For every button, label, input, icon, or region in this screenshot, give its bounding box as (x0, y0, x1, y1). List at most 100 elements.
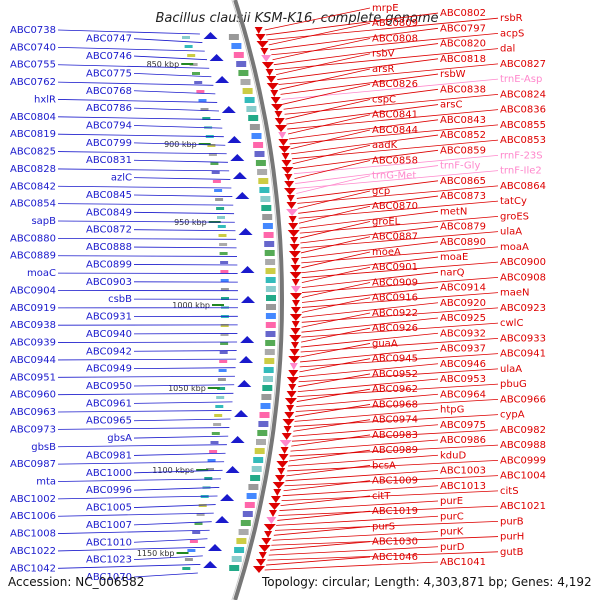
right-leader-line (301, 307, 499, 323)
feature-block (229, 565, 240, 571)
feature-block (264, 349, 275, 355)
feature-block-inner (220, 342, 229, 345)
feature-block-inner (213, 423, 222, 426)
backbone-highlight (231, 0, 280, 600)
feature-block (231, 43, 242, 49)
right-leader-line (288, 119, 439, 140)
feature-block (261, 205, 272, 211)
right-leader-line (296, 175, 371, 194)
forward-gene-arrow (266, 517, 277, 524)
left-gene-label: ABC0904 (10, 285, 56, 296)
forward-gene-arrow (253, 566, 265, 573)
right-leader-line (301, 322, 499, 338)
right-leader-line (279, 500, 439, 511)
left-leader-line (57, 116, 221, 120)
feature-block-inner (220, 261, 229, 264)
forward-gene-arrow (280, 447, 289, 454)
forward-gene-arrow (281, 153, 290, 160)
right-gene-label: ABC0855 (500, 120, 546, 131)
feature-block-inner (209, 450, 218, 453)
feature-block-inner (220, 279, 229, 282)
feature-block (233, 52, 244, 58)
right-gene-label: purH (500, 532, 524, 543)
right-leader-line (299, 353, 499, 368)
right-leader-line (281, 490, 499, 502)
right-gene-label: ABC0962 (372, 384, 418, 395)
feature-block (263, 376, 273, 382)
right-gene-label: maeN (500, 288, 530, 299)
reverse-gene-arrow (230, 436, 245, 443)
feature-block (240, 79, 251, 85)
left-gene-label: ABC1010 (86, 537, 132, 548)
reverse-gene-arrow (221, 106, 236, 113)
feature-block-inner (217, 216, 225, 219)
right-leader-line (298, 195, 439, 214)
right-leader-line (287, 459, 499, 472)
right-leader-line (276, 515, 439, 526)
right-gene-label: citT (372, 491, 391, 502)
feature-block (263, 367, 274, 373)
right-gene-label: gutB (500, 547, 524, 558)
right-gene-label: ABC1013 (440, 481, 486, 492)
forward-gene-arrow (281, 160, 292, 167)
forward-gene-arrow (269, 510, 277, 517)
feature-block (258, 421, 269, 427)
right-gene-label: guaA (372, 338, 398, 349)
feature-block (266, 304, 276, 310)
feature-block-inner (204, 477, 213, 480)
left-leader-line (57, 546, 206, 552)
forward-gene-arrow (281, 167, 294, 174)
right-leader-line (293, 419, 371, 432)
right-leader-line (295, 165, 439, 184)
right-gene-labels: mrpE ABC0802 rsbR ABC0809 ABC0797 acpS ABC0808… (372, 3, 546, 568)
right-gene-label: gcp (372, 186, 390, 197)
forward-gene-arrow (265, 69, 274, 76)
reverse-gene-arrow (240, 266, 255, 273)
left-gene-label: mta (36, 476, 56, 487)
feature-block-inner (217, 387, 226, 390)
right-gene-label: cspC (372, 94, 396, 105)
forward-gene-arrow (261, 62, 274, 69)
feature-block-inner (198, 99, 207, 102)
left-leader-line (57, 64, 210, 69)
right-leader-line (297, 383, 499, 398)
feature-block (238, 70, 249, 76)
right-gene-label: tatCy (500, 196, 527, 207)
feature-block (257, 169, 268, 175)
left-leader-line (133, 125, 223, 129)
backbone-arc (233, 0, 285, 600)
feature-block-inner (211, 171, 220, 174)
right-leader-line (264, 7, 371, 31)
left-leader-line (133, 401, 233, 404)
feature-block (263, 232, 274, 238)
right-leader-line (298, 373, 371, 388)
right-leader-line (301, 266, 371, 284)
forward-gene-arrow (282, 419, 295, 426)
reverse-gene-arrow (232, 172, 247, 179)
forward-gene-arrow (292, 300, 300, 307)
feature-block-inner (219, 360, 228, 363)
feature-block-inner (218, 369, 227, 372)
feature-block-inner (214, 414, 223, 417)
left-gene-label: ABC0960 (10, 390, 56, 401)
left-leader-line (57, 220, 235, 223)
right-gene-label: ABC0946 (440, 359, 486, 370)
feature-block-inner (192, 72, 200, 75)
feature-block (260, 196, 271, 202)
right-leader-line (286, 104, 439, 125)
forward-gene-arrow (279, 440, 292, 447)
feature-block (236, 538, 247, 544)
feature-block (265, 313, 276, 319)
feature-block-inner (196, 513, 205, 516)
right-leader-line (301, 287, 439, 303)
left-gene-label: ABC1002 (10, 494, 56, 505)
right-gene-label: ABC0925 (440, 313, 486, 324)
forward-gene-arrow (289, 335, 302, 342)
reverse-gene-arrow (215, 76, 230, 83)
right-leader-line (282, 485, 439, 497)
forward-gene-arrow (266, 76, 277, 83)
feature-block (259, 187, 270, 193)
forward-gene-arrow (255, 34, 266, 41)
gene-arrow-track (203, 27, 302, 573)
right-leader-line (272, 38, 371, 61)
